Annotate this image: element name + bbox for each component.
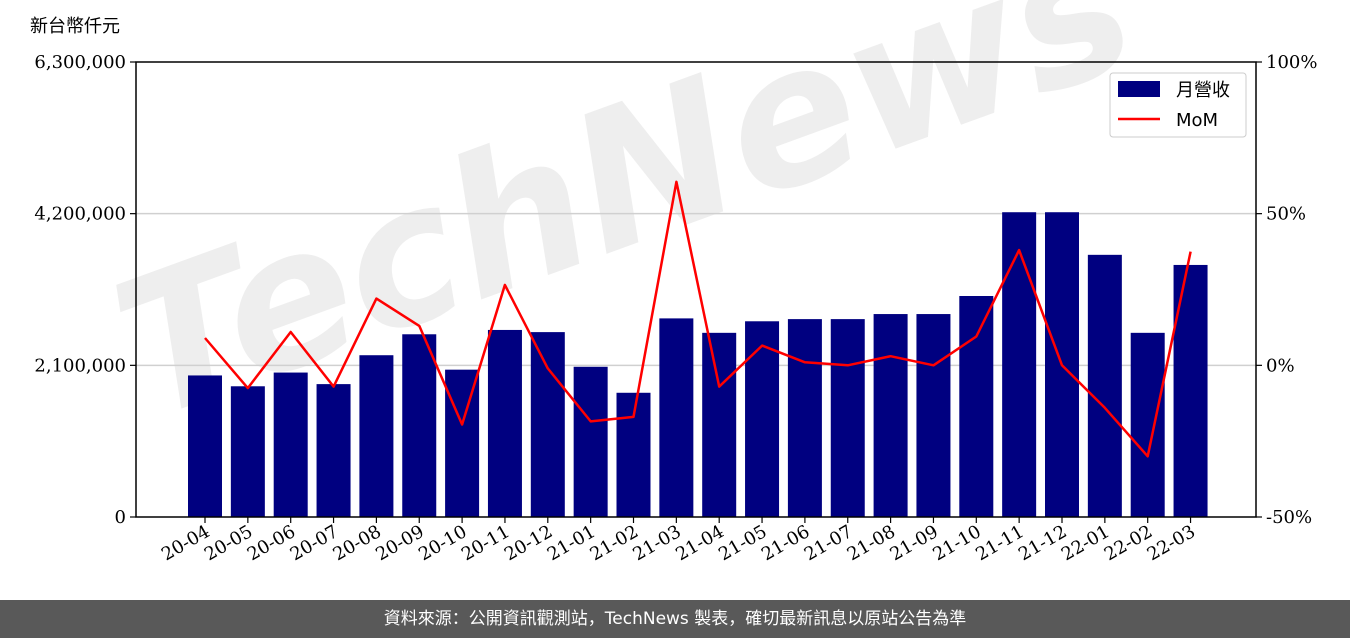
revenue-bar xyxy=(1002,212,1037,517)
x-tick-label: 21-07 xyxy=(801,521,856,565)
mom-series-line xyxy=(204,180,1192,458)
mom-line xyxy=(204,180,1192,458)
revenue-bar xyxy=(487,329,522,517)
y-unit-label: 新台幣仟元 xyxy=(30,16,120,37)
right-tick-label: 100% xyxy=(1266,52,1317,73)
revenue-chart: TechNews 新台幣仟元 02,100,0004,200,0006,300,… xyxy=(30,0,1317,565)
x-tick-label: 22-02 xyxy=(1101,521,1156,565)
x-tick-label: 21-05 xyxy=(715,521,770,565)
x-tick-label: 21-10 xyxy=(929,521,984,565)
x-tick-label: 22-03 xyxy=(1144,521,1199,565)
x-tick-label: 21-08 xyxy=(844,521,899,565)
x-tick-label: 21-03 xyxy=(629,521,684,565)
left-axis: 0 2,100,000 4,200,000 6,300,000 xyxy=(34,52,136,528)
revenue-bar xyxy=(659,318,694,517)
revenue-bar xyxy=(359,355,394,517)
x-tick-label: 21-01 xyxy=(544,521,599,565)
x-tick-label: 20-06 xyxy=(244,521,299,565)
revenue-bar xyxy=(787,319,822,517)
source-footer: 資料來源：公開資訊觀測站，TechNews 製表，確切最新訊息以原站公告為準 xyxy=(0,600,1350,638)
x-tick-label: 20-09 xyxy=(372,521,427,565)
revenue-bar xyxy=(745,321,780,517)
revenue-bar xyxy=(702,332,737,517)
x-tick-label: 20-08 xyxy=(329,521,384,565)
left-tick-label: 6,300,000 xyxy=(34,52,126,73)
left-tick-label: 0 xyxy=(115,507,126,528)
legend-line-label: MoM xyxy=(1176,110,1218,131)
right-tick-label: 50% xyxy=(1266,204,1306,225)
x-tick-label: 22-01 xyxy=(1058,521,1113,565)
revenue-bar xyxy=(445,369,480,517)
revenue-bar xyxy=(1087,254,1122,518)
x-tick-label: 21-04 xyxy=(672,521,727,565)
legend-bar-label: 月營收 xyxy=(1176,80,1230,101)
revenue-bar xyxy=(959,296,994,517)
x-tick-label: 20-12 xyxy=(501,521,556,565)
revenue-bar xyxy=(316,384,351,517)
x-tick-label: 21-12 xyxy=(1015,521,1070,565)
legend-bar-swatch xyxy=(1118,81,1160,97)
legend: 月營收 MoM xyxy=(1109,72,1247,138)
x-tick-label: 20-04 xyxy=(158,521,213,565)
x-tick-label: 21-11 xyxy=(972,521,1027,565)
x-axis: 20-0420-0520-0620-0720-0820-0920-1020-11… xyxy=(158,517,1199,565)
revenue-bar xyxy=(830,319,865,517)
left-tick-label: 4,200,000 xyxy=(34,204,126,225)
revenue-bar xyxy=(230,386,265,517)
revenue-bar xyxy=(402,334,437,517)
x-tick-label: 21-09 xyxy=(887,521,942,565)
x-tick-label: 20-11 xyxy=(458,521,513,565)
left-tick-label: 2,100,000 xyxy=(34,355,126,376)
revenue-bar xyxy=(916,314,951,517)
right-axis: -50% 0% 50% 100% xyxy=(1256,52,1317,528)
revenue-bar xyxy=(273,372,308,517)
x-tick-label: 20-05 xyxy=(201,521,256,565)
right-tick-label: 0% xyxy=(1266,355,1295,376)
revenue-bar xyxy=(530,332,565,517)
revenue-bar xyxy=(873,314,908,517)
x-tick-label: 20-10 xyxy=(415,521,470,565)
x-tick-label: 20-07 xyxy=(287,521,342,565)
revenue-bar xyxy=(188,375,222,517)
right-tick-label: -50% xyxy=(1266,507,1312,528)
revenue-bars xyxy=(188,212,1208,518)
x-tick-label: 21-02 xyxy=(587,521,642,565)
plot-frame xyxy=(135,61,1257,518)
revenue-bar xyxy=(1130,332,1165,517)
revenue-bar xyxy=(573,366,608,517)
x-tick-label: 21-06 xyxy=(758,521,813,565)
